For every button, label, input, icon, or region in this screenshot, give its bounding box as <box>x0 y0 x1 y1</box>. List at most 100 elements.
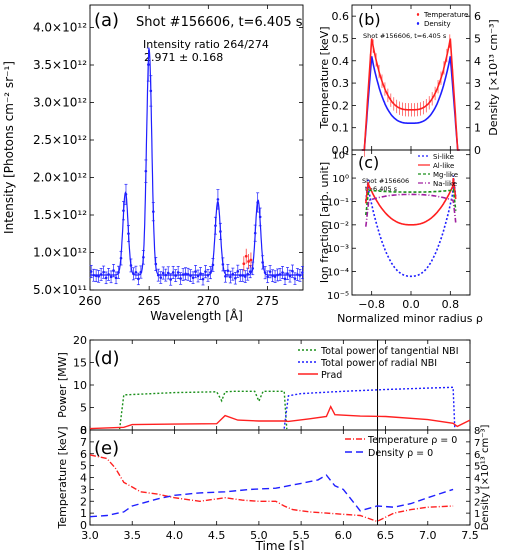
panel-b-y2-tick-label: 0 <box>474 144 481 157</box>
panel-a-data-point <box>206 274 210 277</box>
panel-e-x-tick-label: 5.5 <box>292 529 310 542</box>
panel-c-legend-label: Mg-like <box>433 171 458 179</box>
panel-a-data-point <box>258 215 262 219</box>
panel-a-data-point <box>99 273 103 276</box>
panel-e-ylabel: Temperature [keV] <box>56 426 69 529</box>
panel-e-y2-tick-label: 0 <box>474 521 480 532</box>
panel-c-series-line <box>365 193 457 227</box>
panel-b-y-tick-label: 0.2 <box>332 99 350 112</box>
panel-b-y-tick-label: 0.0 <box>332 144 350 157</box>
panel-a-data-point <box>266 275 269 279</box>
panel-b-temperature-line <box>361 38 460 151</box>
panel-d-legend-label: Prad <box>321 370 342 381</box>
panel-c-legend-label: Na-like <box>433 180 457 188</box>
panel-e-y2-tick-label: 6 <box>474 450 480 461</box>
panel-a-data-point <box>271 274 274 278</box>
panel-b-legend-dot <box>416 22 420 25</box>
panel-e-y-tick-label: 8 <box>80 424 87 437</box>
panel-a-data-point <box>191 276 195 279</box>
panel-a-frame <box>89 4 304 291</box>
panel-c-series-line <box>365 175 457 278</box>
panel-e-x-tick-label: 7.0 <box>419 529 437 542</box>
panel-e-x-tick-label: 3.5 <box>123 529 141 542</box>
panel-a-data-point <box>154 262 158 266</box>
panel-b-y2-tick-label: 2 <box>474 99 481 112</box>
panel-c-y-tick-label: 10¹ <box>332 151 349 162</box>
panel-e-y-tick-label: 2 <box>80 495 87 508</box>
panel-a-data-point <box>89 270 93 273</box>
panel-a-data-point <box>296 273 299 276</box>
panel-a-data-point <box>201 277 205 281</box>
panel-c-series-line <box>365 188 457 216</box>
panel-a-data-point <box>241 274 245 277</box>
panel-c-title: t=6.405 s <box>365 185 398 193</box>
panel-c-y-tick-label: 10⁻⁴ <box>327 268 349 279</box>
panel-a-data-point <box>229 275 232 279</box>
panel-a-data-point <box>184 272 187 276</box>
panel-a-data-point <box>278 273 282 276</box>
panel-a-data-point <box>214 224 217 227</box>
panel-a-data-point <box>139 270 143 274</box>
panel-a-data-point <box>286 272 289 275</box>
panel-c-x-tick-label: 0.8 <box>442 298 460 311</box>
panel-a-data-point <box>161 271 165 275</box>
panel-a-data-point <box>263 271 267 274</box>
panel-c-x-tick-label: −0.8 <box>358 298 385 311</box>
panel-b-letter: (b) <box>358 10 381 29</box>
panel-b-y2-tick-label: 1 <box>474 122 481 135</box>
panel-a-y-tick-label: 4.0×10¹² <box>33 21 87 35</box>
panel-c-legend-label: Al-like <box>433 162 454 170</box>
panel-a-data-point <box>124 193 128 196</box>
panel-d-y-tick-label: 5 <box>80 402 87 415</box>
panel-e-y-tick-label: 6 <box>80 448 87 461</box>
panel-a-data-point <box>243 275 247 278</box>
panel-a-data-point <box>181 273 185 276</box>
panel-a-data-point <box>211 263 215 267</box>
panel-a-y-tick-label: 2.5×10¹² <box>33 133 87 147</box>
panel-a-data-point <box>132 272 135 276</box>
panel-a-data-point <box>288 274 292 278</box>
panel-a-data-point <box>159 276 163 279</box>
panel-c-legend-label: Si-like <box>433 153 454 161</box>
panel-a-data-point <box>114 276 118 280</box>
panel-c-y-tick-label: 10⁻³ <box>327 244 349 255</box>
panel-c-y-tick-label: 10⁻⁵ <box>327 291 349 302</box>
panel-a-data-point <box>169 278 173 281</box>
panel-a-y-tick-label: 3.5×10¹² <box>33 58 87 72</box>
panel-b-y2-tick-label: 6 <box>474 10 481 23</box>
panel-e-x-tick-label: 6.5 <box>377 529 395 542</box>
panel-d-y-tick-label: 0 <box>80 424 87 437</box>
panel-d-series-line <box>89 404 471 430</box>
panel-b-density-line <box>361 56 460 151</box>
panel-d-y-tick-label: 20 <box>73 334 87 347</box>
panel-a-data-point <box>127 232 130 235</box>
panel-a-data-point <box>219 230 222 233</box>
panel-a-data-point <box>156 273 160 277</box>
panel-a-data-point <box>147 63 150 66</box>
panel-a-data-point <box>253 231 257 235</box>
panel-a-data-point <box>109 275 113 279</box>
panel-a-red-point <box>244 254 248 258</box>
panel-a-data-point <box>283 277 287 281</box>
panel-a-letter: (a) <box>94 10 119 31</box>
panel-a-data-point <box>164 273 168 277</box>
panel-a-data-point <box>291 269 294 273</box>
panel-a-data-point <box>199 272 202 275</box>
panel-a-data-point <box>293 277 297 280</box>
panel-a-data-point <box>179 277 182 280</box>
panel-a-y-tick-label: 2.0×10¹² <box>33 171 87 185</box>
panel-a-data-point <box>209 271 212 274</box>
panel-a-data-point <box>142 255 145 259</box>
panel-b-legend-dot <box>416 13 420 16</box>
panel-a-data-point <box>226 269 230 272</box>
panel-d-y-tick-label: 10 <box>73 379 87 392</box>
panel-a-red-point <box>247 260 250 263</box>
panel-b-legend-label: Density <box>424 20 451 28</box>
panel-a-data-point <box>107 273 110 276</box>
panel-a-data-point <box>171 271 175 274</box>
panel-a-data-point <box>129 264 133 267</box>
panel-a-y-tick-label: 1.0×10¹² <box>33 246 87 260</box>
panel-e-x-tick-label: 4.5 <box>208 529 226 542</box>
panel-c-series-line <box>365 178 457 226</box>
panel-a-data-point <box>186 273 190 276</box>
